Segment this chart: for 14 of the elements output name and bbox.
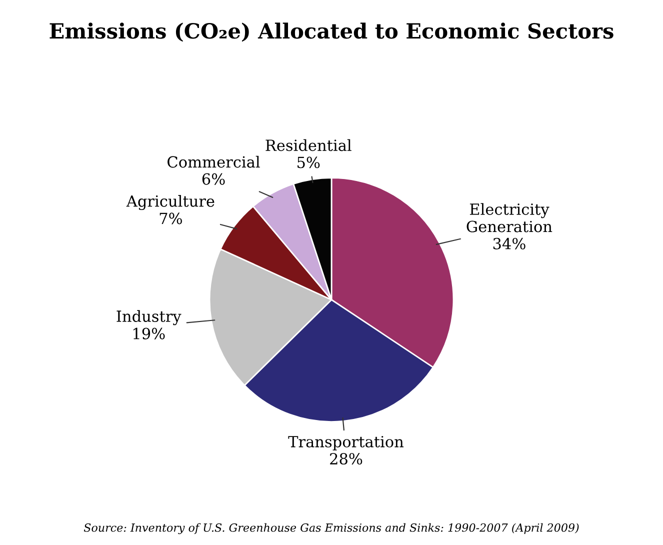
slice-label: Industry: [116, 310, 182, 326]
slice-label: Commercial: [168, 156, 260, 168]
data-label: 19%: [134, 328, 165, 340]
slice-label: Agriculture: [126, 195, 214, 210]
source-note: Source: Inventory of U.S. Greenhouse Gas Emissions and Sinks: 1990-2007 (April 2009): [84, 523, 579, 534]
data-label: 6%: [202, 173, 225, 185]
data-label: 28%: [330, 452, 362, 465]
chart-title: Emissions (CO₂e) Allocated to Economic Sectors: [50, 22, 614, 42]
slice-label: Electricity Generation: [466, 203, 552, 232]
slice-label: Residential: [266, 139, 352, 152]
data-label: 7%: [160, 212, 182, 224]
data-label: 5%: [298, 156, 320, 168]
slice-label: Transportation: [288, 436, 404, 450]
data-label: 34%: [493, 238, 526, 250]
